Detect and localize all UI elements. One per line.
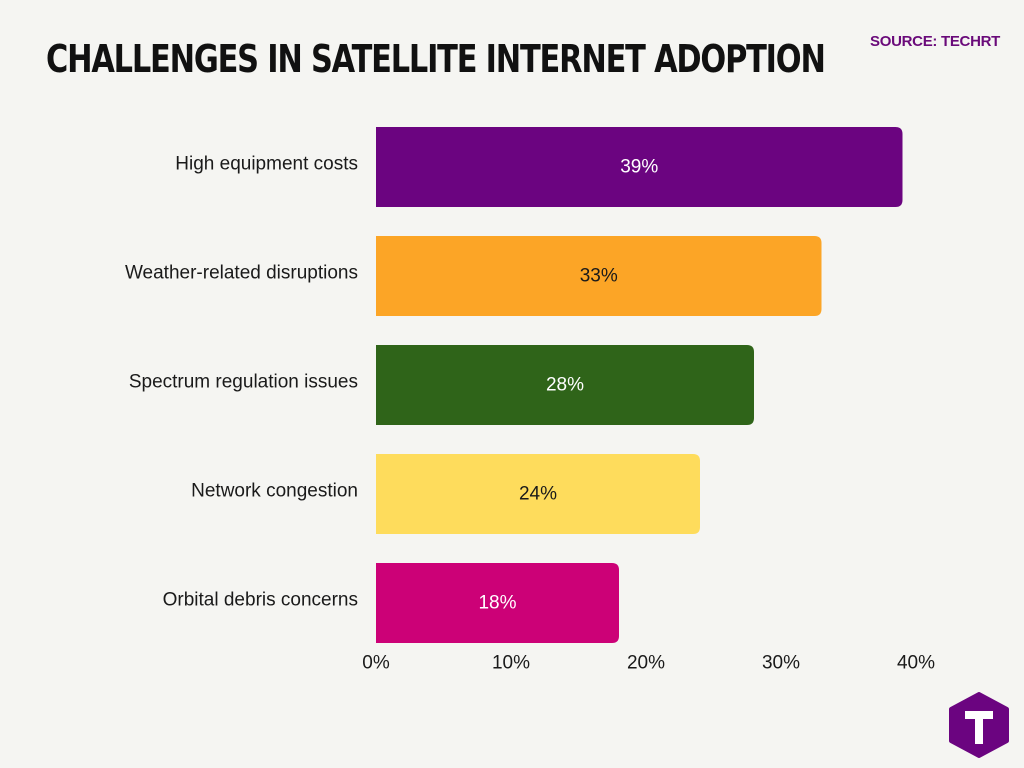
source-label: SOURCE: TECHRT: [870, 33, 1000, 50]
chart-title: CHALLENGES IN SATELLITE INTERNET ADOPTIO…: [46, 37, 826, 81]
bar-value-label: 18%: [478, 593, 516, 614]
category-label: High equipment costs: [175, 154, 358, 175]
bar: [376, 345, 754, 425]
techrt-logo-icon: [949, 692, 1009, 758]
x-tick-label: 30%: [762, 653, 800, 674]
x-tick-label: 20%: [627, 653, 665, 674]
category-label: Weather-related disruptions: [125, 263, 358, 284]
bar: [376, 454, 700, 534]
category-label: Spectrum regulation issues: [129, 372, 358, 393]
category-label: Network congestion: [191, 481, 358, 502]
x-tick-label: 10%: [492, 653, 530, 674]
bar-value-label: 33%: [580, 266, 618, 287]
bar-chart: 39% High equipment costs 33% Weather-relate…: [125, 127, 935, 674]
bar-value-label: 24%: [519, 484, 557, 505]
bar-value-label: 39%: [620, 157, 658, 178]
bar: [376, 127, 903, 207]
x-tick-label: 0%: [362, 653, 390, 674]
category-label: Orbital debris concerns: [163, 590, 358, 611]
bar: [376, 236, 822, 316]
bar-value-label: 28%: [546, 375, 584, 396]
bar: [376, 563, 619, 643]
x-tick-label: 40%: [897, 653, 935, 674]
